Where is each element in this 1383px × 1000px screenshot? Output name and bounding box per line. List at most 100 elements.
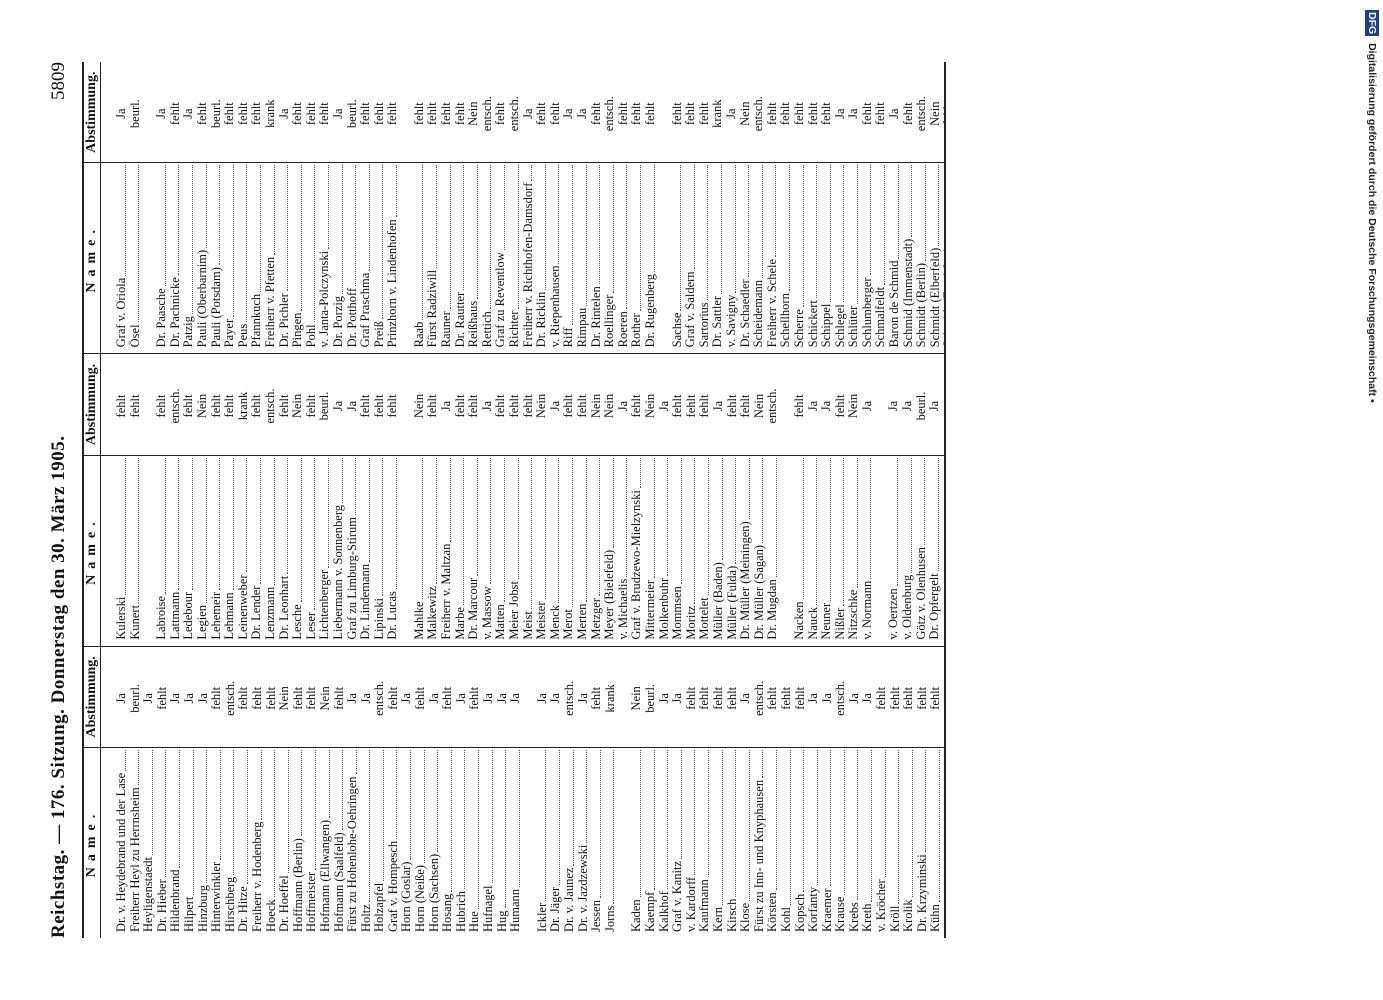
member-cell: Baron de Schmid [887, 165, 902, 353]
member-cell: Humann [508, 750, 523, 938]
member-name: Kopsch [792, 891, 808, 932]
vote: fehlt [629, 102, 644, 126]
member-cell: Dr. Pichler [277, 165, 292, 353]
member-cell: Schlüter [846, 165, 861, 353]
member-cell: Ledebour [181, 457, 196, 646]
member-cell: Dr. Marcour [466, 457, 481, 646]
row: Hofmann (Saalfeld) fehlt [332, 647, 347, 938]
member-name: Dr. Hoeffel [277, 873, 292, 932]
leader-dots [939, 750, 941, 903]
vote: fehlt [249, 102, 264, 126]
member-name: Dr. Müller (Sagan) [751, 542, 767, 640]
row: Legien Nein [195, 354, 210, 645]
row: Dr. Schaedler Nein [737, 62, 753, 353]
leader-dots [721, 750, 723, 905]
leader-dots [639, 457, 641, 489]
vote: Nein [588, 393, 603, 419]
leader-dots [802, 165, 804, 308]
vote: fehlt [452, 102, 467, 126]
leader-dots [884, 165, 886, 285]
member-name: Schlüter [846, 303, 861, 348]
member-name: Dr. Schaedler [737, 277, 753, 348]
member-cell: Reißhaus [466, 165, 481, 353]
leader-dots [599, 750, 601, 899]
vote: fehlt [385, 686, 400, 710]
member-name: Graf Praschma [358, 270, 373, 348]
leader-dots [667, 750, 669, 890]
vote: Ja [547, 400, 562, 412]
row: Freiherr v. Schele fehlt [765, 62, 780, 353]
vote: fehlt [209, 686, 224, 710]
member-name: Ickler [534, 900, 550, 932]
member-cell: Prinzhorn v. Lindenhofen [385, 165, 400, 353]
member-cell: Dr. Porzig [331, 165, 346, 353]
member-cell: Rettich [480, 165, 495, 353]
row: Lesche Nein [290, 354, 305, 645]
vote: Ja [927, 400, 942, 412]
leader-dots [476, 165, 478, 299]
vote: fehlt [589, 686, 604, 710]
leader-dots [816, 165, 818, 299]
member-cell: Raab [412, 165, 427, 353]
vote: fehlt [249, 394, 264, 418]
member-name: Freiherr v. Hodenberg [249, 819, 265, 932]
table-head: Name. Abstimmung. [84, 62, 101, 354]
row: Preiß fehlt [372, 62, 387, 353]
leader-dots [626, 457, 628, 577]
leader-dots [924, 457, 926, 546]
row: Dr. v. Jazdzewski Ja [575, 647, 591, 938]
vote: fehlt [738, 394, 753, 418]
row: v. Kröcher fehlt [874, 647, 889, 938]
leader-dots [613, 750, 615, 904]
member-cell: Scheidemann [751, 165, 766, 353]
member-cell: Heyligenstaedt [141, 750, 156, 938]
member-name: Schlumberger [859, 275, 875, 348]
row: Hirschberg entsch. [223, 647, 238, 938]
vote: krank [602, 684, 617, 713]
row: Horn (Sachsen) Ja [427, 647, 442, 938]
leader-dots [396, 750, 398, 839]
member-name: Kreth [860, 901, 876, 932]
leader-dots [341, 165, 343, 294]
vote: beurl. [344, 99, 359, 129]
member-name: Dr. Lindemann [358, 561, 373, 640]
row: Dr. Marcour fehlt [466, 354, 481, 646]
member-cell: Pingen [290, 165, 305, 353]
leader-dots [762, 750, 764, 778]
vote: fehlt [792, 686, 807, 710]
row: Matten fehlt [493, 354, 509, 645]
member-name: Pfannkuch [249, 291, 264, 348]
member-cell: Freiherr v. Schele [765, 165, 780, 353]
member-cell: Horn (Goslar) [399, 750, 415, 938]
leader-dots [246, 750, 248, 885]
row: Graf Praschma fehlt [358, 62, 373, 353]
leader-dots [572, 750, 574, 866]
leader-dots [707, 165, 709, 301]
member-cell: Kreth [860, 750, 876, 938]
member-cell: Hofmann (Ellwangen) [318, 750, 333, 938]
row: Kohl fehlt [779, 647, 794, 938]
leader-dots [314, 750, 316, 870]
vote: Ja [575, 108, 589, 119]
leader-dots [559, 750, 560, 885]
vote: fehlt [941, 102, 944, 126]
vote: fehlt [222, 394, 237, 418]
member-cell: Kalkhof [657, 750, 672, 938]
leader-dots [219, 750, 221, 860]
member-cell: Dr. Rautter [453, 165, 468, 353]
vote: Ja [575, 693, 590, 704]
leader-dots [938, 165, 940, 246]
row-group: Nacken fehlt Nauck Ja Neuner Ja Nißler fehlt Nit… [792, 354, 875, 645]
row-group: Labroise fehlt Lattmann entsch. Ledebour fehl… [154, 354, 400, 646]
member-name: Schmidt (Frankfurt) [941, 245, 944, 348]
member-cell: v. Oertzen [886, 457, 902, 646]
leader-dots [478, 750, 480, 910]
member-cell: Leser [304, 457, 319, 646]
name-header: Name. [84, 162, 100, 354]
member-name: Dr. Potthoff [344, 285, 360, 348]
leader-dots [463, 165, 465, 290]
row: Peus fehlt [236, 62, 251, 353]
member-cell: Kunert [128, 457, 143, 646]
vote: entsch. [751, 96, 766, 132]
